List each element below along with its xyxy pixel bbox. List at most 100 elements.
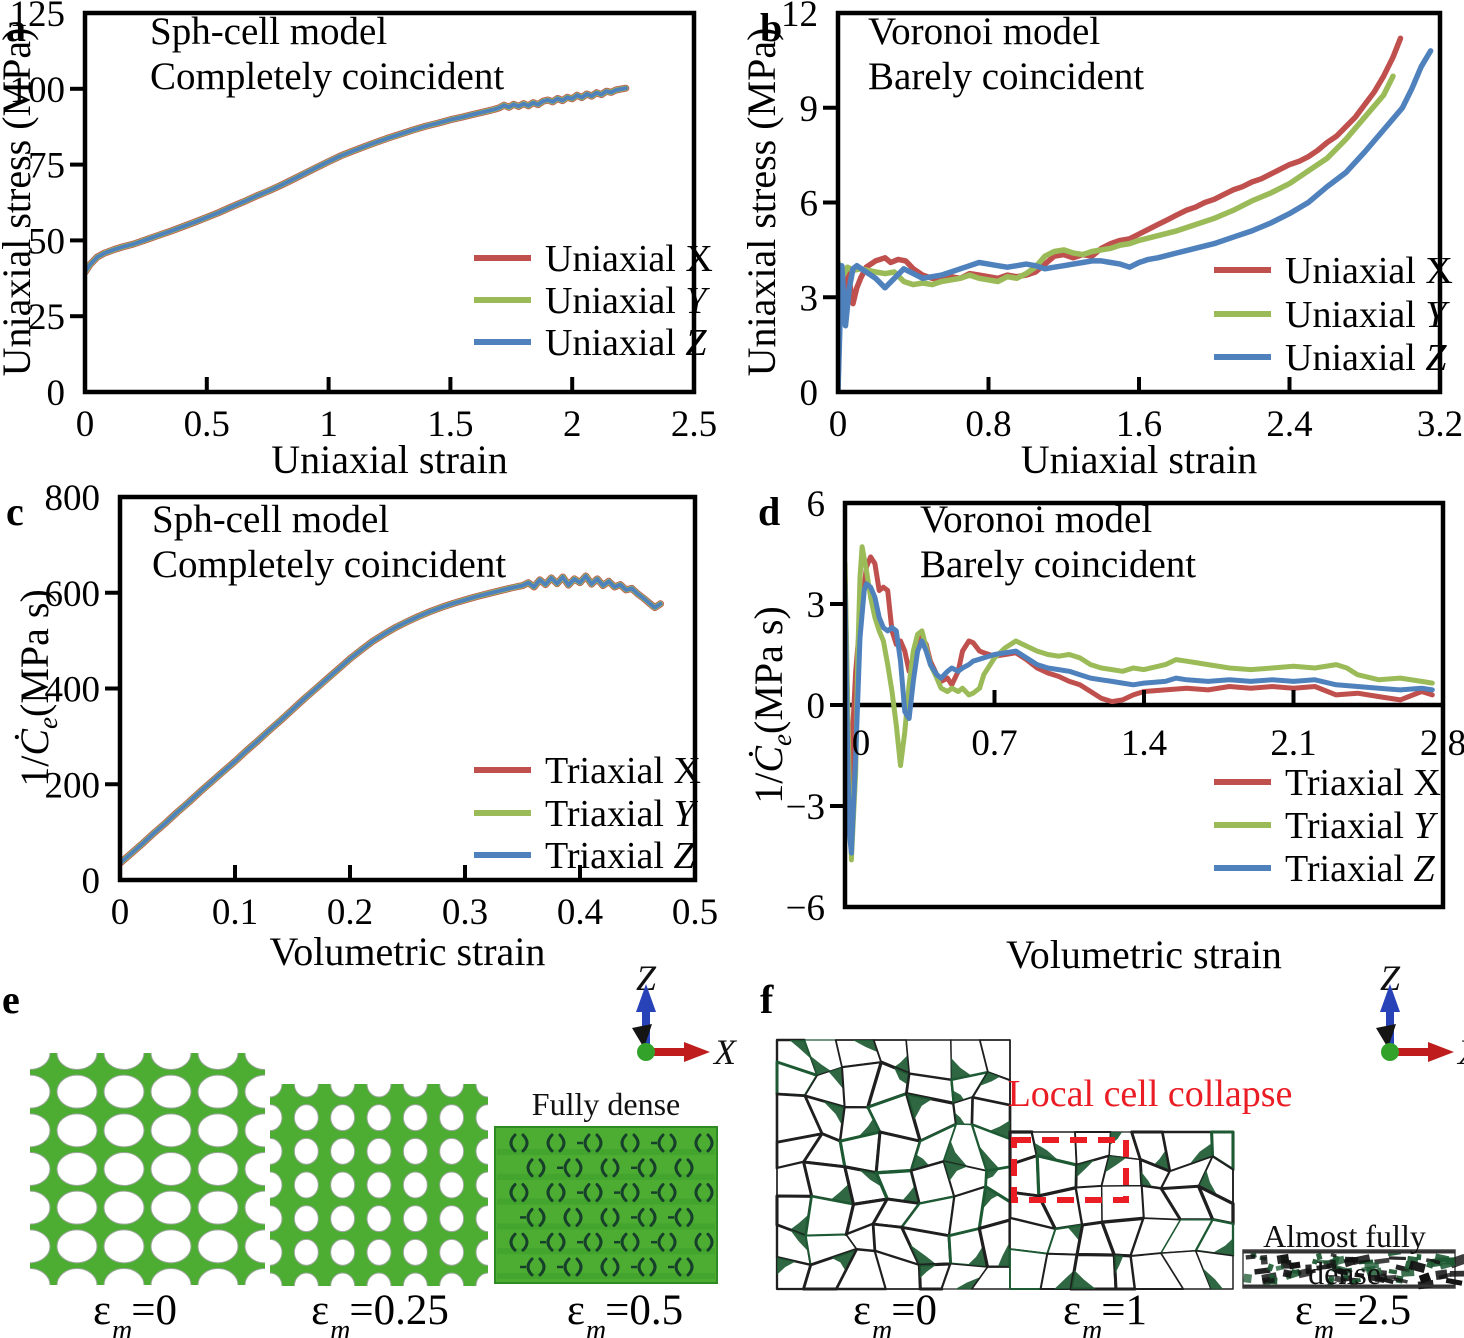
x-tick-label: 2.5 (671, 404, 717, 445)
x-axis-arrowhead (1428, 1042, 1454, 1062)
x-tick-label: 1.5 (427, 404, 473, 445)
z-axis-label: Z (636, 958, 657, 998)
x-axis-title: Uniaxial strain (271, 437, 508, 482)
series-line-uniaxial-z (838, 48, 1434, 392)
series-group (838, 35, 1434, 392)
series-group (120, 572, 664, 867)
y-tick-label: 800 (45, 478, 101, 519)
y-axis-title: Uniaxial stress (MPa) (0, 28, 39, 377)
chart-title-line: Completely coincident (150, 55, 504, 98)
y-tick-label: 125 (10, 0, 66, 35)
epsilon-subscript: m (1082, 1315, 1103, 1338)
epsilon-symbol: ε (1062, 1287, 1082, 1334)
x-tick-label: 2.8 (1420, 723, 1464, 764)
epsilon-value: =1 (1101, 1287, 1148, 1334)
epsilon-subscript: m (1313, 1315, 1335, 1338)
voronoi-image-strain-1 (1008, 1130, 1235, 1291)
local-cell-collapse-highlight-box (1011, 1137, 1129, 1203)
series-line-triaxial-z (845, 581, 1435, 856)
chart-title-line: Completely coincident (152, 543, 506, 586)
chart-title-line: Voronoi model (868, 10, 1100, 53)
y-tick-label: 100 (10, 70, 66, 111)
y-tick-label: 0 (47, 373, 66, 414)
lattice-pattern (270, 1084, 488, 1286)
x-tick-label: 1.6 (1116, 404, 1162, 445)
sphcell-image-strain-05 (494, 1126, 718, 1284)
x-tick-label: 0 (111, 892, 130, 933)
y-tick-label: 50 (28, 221, 65, 262)
y-tick-label: 3 (800, 278, 819, 319)
y-axis-title: 1/Ċe(MPa s) (12, 589, 63, 787)
epsilon-subscript: m (585, 1315, 607, 1338)
y-tick-label: 3 (807, 585, 826, 626)
caption-f-strain-1: εm=1 (1015, 1286, 1195, 1338)
x-axis-arrowhead (684, 1042, 710, 1062)
series-line-uniaxial-z (85, 86, 628, 275)
caption-f-strain-0: εm=0 (805, 1286, 985, 1338)
y-tick-label: 200 (45, 765, 101, 806)
x-tick-label: 2 (563, 404, 582, 445)
panel-letter-e: e (2, 977, 20, 1022)
lattice-pattern (30, 1053, 265, 1285)
chart-triaxial-sphcell: 0 0.1 0.2 0.3 0.4 0.5 0 200 400 600 800 Sph-cell mo… (12, 478, 718, 974)
epsilon-symbol: ε (1294, 1287, 1313, 1334)
series-line-triaxial-y (845, 544, 1435, 863)
epsilon-value: =0.25 (349, 1287, 449, 1334)
y-tick-label: 9 (800, 89, 819, 130)
epsilon-symbol: ε (92, 1287, 112, 1334)
crushed-foam-strip (1242, 1249, 1464, 1290)
x-tick-label: 1.4 (1121, 723, 1167, 764)
panel-letter-b: b (760, 5, 783, 50)
x-tick-label: 0.2 (327, 892, 373, 933)
x-tick-label: 0.3 (442, 892, 488, 933)
y-tick-label: 0 (807, 686, 826, 727)
local-cell-collapse-label: Local cell collapse (1007, 1073, 1293, 1115)
y-tick-label: 75 (28, 146, 65, 187)
y-tick-label: 600 (45, 574, 101, 615)
z-axis-arrowhead (1380, 984, 1400, 1012)
x-tick-label: 0.1 (212, 892, 258, 933)
x-tick-label: 1 (319, 404, 338, 445)
y-axis-into-page-icon (632, 1024, 652, 1048)
epsilon-symbol: ε (311, 1287, 330, 1334)
voronoi-cells (775, 1038, 1012, 1291)
series-line-triaxial-z (120, 574, 663, 866)
voronoi-image-strain-0 (775, 1038, 1012, 1291)
legend-label-y: Uniaxial Y (545, 280, 710, 322)
axis-ticks: 0 0.5 1 1.5 2 2.5 0 25 50 75 100 125 (10, 0, 718, 445)
axis-ticks: 0 0.8 1.6 2.4 3.2 0 3 6 9 12 (781, 0, 1463, 445)
chart-title-line: Barely coincident (920, 543, 1196, 586)
x-tick-label: 0 (829, 404, 848, 445)
epsilon-value: =2.5 (1333, 1287, 1412, 1334)
x-tick-label: 3.2 (1417, 404, 1463, 445)
x-tick-label: 0.7 (971, 723, 1017, 764)
axis-triad-f: Z X (1376, 958, 1464, 1072)
panel-letter-a: a (6, 5, 26, 50)
epsilon-value: =0 (131, 1287, 178, 1334)
voronoi-cells (1008, 1130, 1235, 1291)
z-axis-label: Z (1380, 958, 1401, 998)
x-tick-label: 2.4 (1266, 404, 1312, 445)
y-tick-label: 12 (781, 0, 818, 35)
epsilon-symbol: ε (852, 1287, 872, 1334)
axis-ticks: 0 0.1 0.2 0.3 0.4 0.5 0 200 400 600 800 (45, 478, 719, 933)
x-axis-title: Volumetric strain (270, 929, 546, 974)
series-group (845, 544, 1435, 863)
y-axis-into-page-icon (1376, 1024, 1396, 1048)
y-tick-label: 6 (807, 484, 826, 525)
legend-label-x: Uniaxial X (545, 238, 713, 280)
epsilon-subscript: m (112, 1315, 133, 1338)
y-tick-label: 0 (82, 861, 101, 902)
fully-dense-pattern (494, 1126, 718, 1284)
x-axis-label: X (712, 1032, 738, 1072)
caption-f-strain-25: εm=2.5 (1263, 1286, 1443, 1338)
epsilon-value: =0.5 (605, 1287, 684, 1334)
epsilon-value: =0 (891, 1287, 938, 1334)
legend-label-x: Uniaxial X (1285, 250, 1453, 292)
epsilon-subscript: m (330, 1315, 351, 1338)
legend-label-z: Triaxial Z (545, 835, 695, 877)
y-tick-label: 25 (28, 297, 65, 338)
